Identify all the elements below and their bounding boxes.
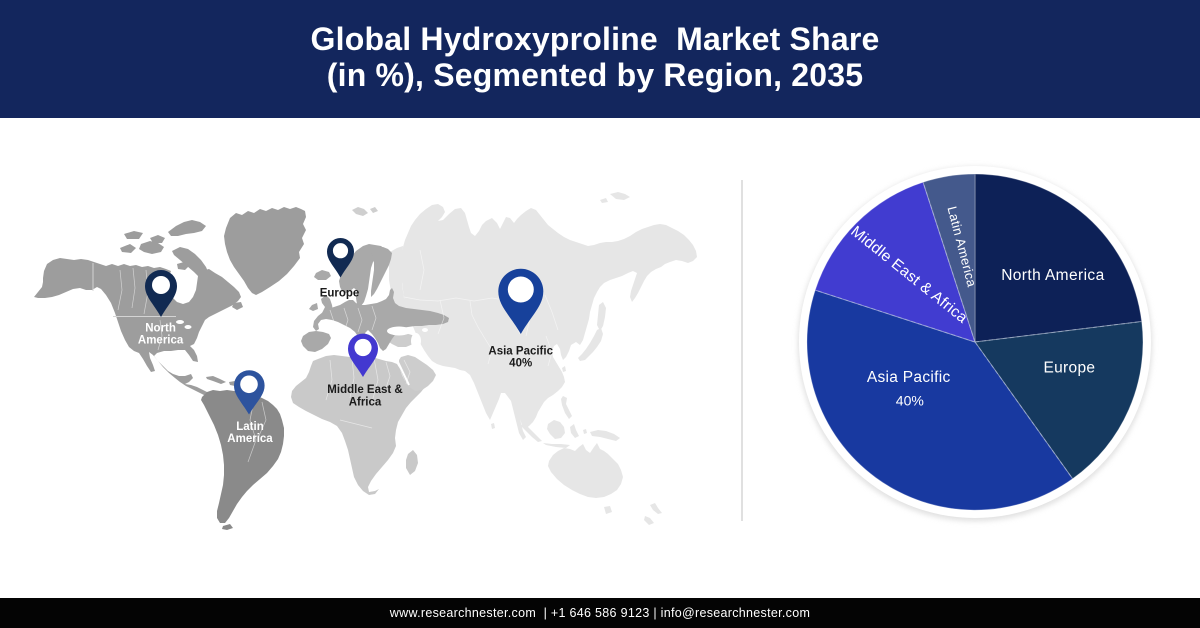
svg-text:40%: 40% (896, 393, 924, 409)
svg-text:40%: 40% (509, 358, 532, 370)
svg-text:North America: North America (1001, 267, 1104, 284)
svg-text:Middle East &: Middle East & (327, 384, 402, 396)
svg-text:Asia Pacific: Asia Pacific (867, 369, 951, 386)
svg-text:Africa: Africa (349, 396, 382, 408)
svg-text:America: America (227, 433, 273, 445)
svg-text:Asia Pacific: Asia Pacific (488, 346, 553, 358)
svg-text:Europe: Europe (1044, 359, 1096, 376)
svg-text:North: North (145, 323, 176, 335)
svg-text:Europe: Europe (320, 288, 360, 300)
svg-text:Latin: Latin (236, 421, 263, 433)
svg-text:America: America (138, 335, 184, 347)
